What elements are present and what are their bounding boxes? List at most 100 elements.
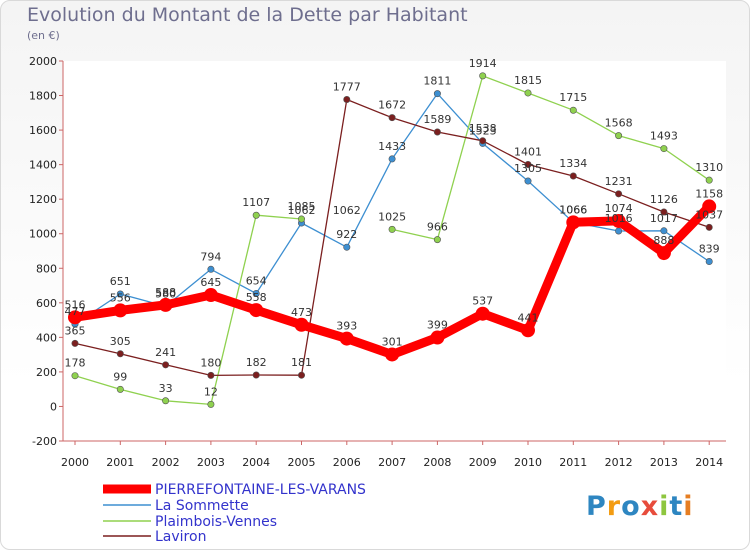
data-label: 182 [246, 356, 267, 369]
x-tick-label: 2007 [378, 456, 406, 469]
y-tick-label: 2000 [29, 55, 57, 68]
data-point [430, 330, 445, 345]
data-point [297, 371, 305, 379]
data-point [524, 160, 532, 168]
data-point [203, 288, 218, 303]
x-tick-label: 2008 [423, 456, 451, 469]
chart-title: Evolution du Montant de la Dette par Hab… [27, 4, 468, 26]
data-label: 556 [110, 291, 131, 304]
data-label: 1016 [605, 212, 633, 225]
data-label: 1066 [559, 203, 587, 216]
data-label: 1074 [605, 202, 633, 215]
x-tick-label: 2004 [242, 456, 270, 469]
data-label: 1025 [378, 210, 406, 223]
data-point [116, 290, 124, 298]
data-label: 393 [336, 320, 357, 333]
data-label: 99 [113, 370, 127, 383]
data-point [433, 90, 441, 98]
data-label: 558 [246, 291, 267, 304]
data-point [611, 213, 626, 228]
x-tick-label: 2002 [152, 456, 180, 469]
data-point [339, 331, 354, 346]
data-label: 922 [336, 228, 357, 241]
x-tick-label: 2012 [605, 456, 633, 469]
data-label: 180 [200, 356, 221, 369]
data-point [252, 371, 260, 379]
x-tick-label: 2001 [106, 456, 134, 469]
data-point [162, 397, 170, 405]
series-line-2 [74, 75, 710, 406]
data-point [569, 172, 577, 180]
data-point [252, 211, 260, 219]
data-label: 1158 [695, 187, 723, 200]
data-label: 651 [110, 275, 131, 288]
data-label: 178 [65, 357, 86, 370]
y-tick-label: 1200 [29, 193, 57, 206]
y-tick-label: 1400 [29, 159, 57, 172]
y-tick-label: 200 [36, 366, 57, 379]
data-label: 1085 [288, 200, 316, 213]
data-point [524, 89, 532, 97]
data-label: 241 [155, 346, 176, 359]
data-label: 1401 [514, 145, 542, 158]
data-label: 1523 [469, 124, 497, 137]
data-point [68, 310, 82, 325]
data-point [569, 106, 577, 114]
y-tick-label: 600 [36, 297, 57, 310]
data-point [388, 114, 396, 122]
data-label: 1589 [423, 113, 451, 126]
data-label: 1066 [559, 203, 587, 216]
x-tick-label: 2005 [288, 456, 316, 469]
data-point [385, 347, 400, 362]
data-point [249, 303, 264, 318]
y-tick-label: 0 [50, 400, 57, 413]
data-point [656, 246, 671, 261]
data-point [615, 227, 623, 235]
data-label: 654 [246, 274, 267, 287]
data-label: 839 [699, 243, 720, 256]
data-label: 1107 [242, 196, 270, 209]
data-label: 477 [65, 305, 86, 318]
data-point [297, 215, 305, 223]
plot-area [63, 61, 726, 441]
data-point [660, 227, 668, 235]
chart-unit: (en €) [27, 29, 60, 42]
y-tick-label: 1800 [29, 90, 57, 103]
data-label: 1715 [559, 91, 587, 104]
data-label: 1062 [288, 204, 316, 217]
data-point [71, 372, 79, 380]
data-label: 516 [65, 298, 86, 311]
data-label: 794 [200, 250, 221, 263]
data-label: 1568 [605, 117, 633, 130]
data-point [705, 258, 713, 266]
data-label: 1914 [469, 57, 497, 70]
data-point [71, 339, 79, 347]
data-point [388, 155, 396, 163]
data-label: 1493 [650, 130, 678, 143]
data-point [252, 289, 260, 297]
legend-label: Plaimbois-Vennes [155, 514, 277, 530]
data-label: 645 [200, 276, 221, 289]
data-label: 1231 [605, 175, 633, 188]
x-tick-label: 2014 [695, 456, 723, 469]
data-label: 1433 [378, 140, 406, 153]
legend-label: Laviron [155, 529, 206, 545]
data-point [705, 223, 713, 231]
y-tick-label: 400 [36, 331, 57, 344]
data-label: 1062 [333, 204, 361, 217]
y-tick-label: 1000 [29, 228, 57, 241]
x-tick-label: 2003 [197, 456, 225, 469]
legend-label: La Sommette [155, 498, 249, 514]
data-point [343, 243, 351, 251]
data-label: 441 [518, 311, 539, 324]
data-label: 365 [65, 324, 86, 337]
x-tick-label: 2013 [650, 456, 678, 469]
data-label: 580 [155, 287, 176, 300]
data-point [475, 306, 490, 321]
data-label: 1815 [514, 74, 542, 87]
data-label: 33 [159, 382, 173, 395]
x-tick-label: 2006 [333, 456, 361, 469]
data-point [705, 176, 713, 184]
